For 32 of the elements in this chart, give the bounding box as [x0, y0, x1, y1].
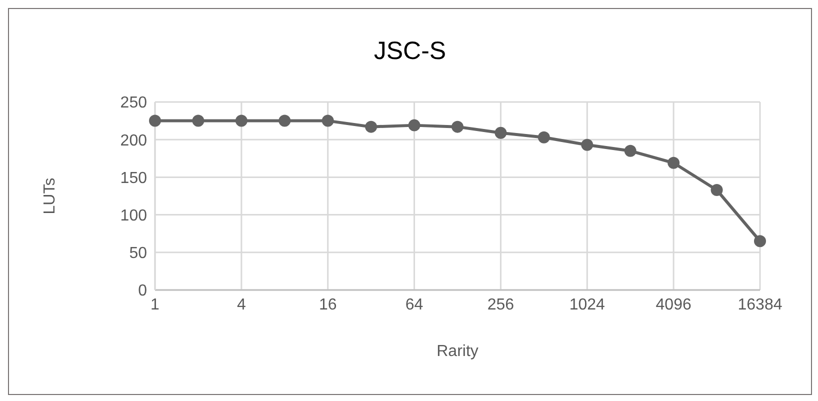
point: [408, 119, 420, 132]
x-tick-label: 1024: [569, 296, 606, 314]
point: [668, 156, 680, 169]
point: [624, 144, 636, 157]
point: [192, 114, 204, 127]
y-tick-label: 50: [129, 245, 148, 262]
x-tick-label: 4: [236, 296, 246, 314]
y-tick-label: 250: [120, 94, 148, 112]
point: [581, 138, 594, 151]
chart-title: JSC-S: [372, 37, 448, 66]
y-tick-label: 100: [120, 207, 148, 224]
x-tick-label: 1: [150, 296, 160, 314]
point: [235, 114, 248, 127]
x-tick-label: 16: [318, 296, 337, 314]
x-tick-label: 256: [487, 296, 514, 314]
y-axis-title: LUTs: [42, 178, 59, 214]
point: [452, 120, 464, 133]
point: [278, 114, 291, 127]
y-tick-label: 150: [120, 170, 148, 187]
x-axis-title: Rarity: [436, 343, 478, 360]
x-tick-label: 4096: [656, 296, 692, 314]
point: [538, 131, 550, 144]
y-tick-label: 0: [138, 282, 148, 300]
x-tick-label: 16384: [738, 296, 782, 314]
point: [322, 114, 334, 127]
point: [754, 235, 766, 248]
point: [149, 114, 161, 127]
point: [365, 120, 378, 133]
x-tick-label: 64: [405, 296, 424, 314]
y-tick-label: 200: [120, 132, 148, 150]
point: [710, 184, 723, 196]
point: [494, 126, 507, 139]
